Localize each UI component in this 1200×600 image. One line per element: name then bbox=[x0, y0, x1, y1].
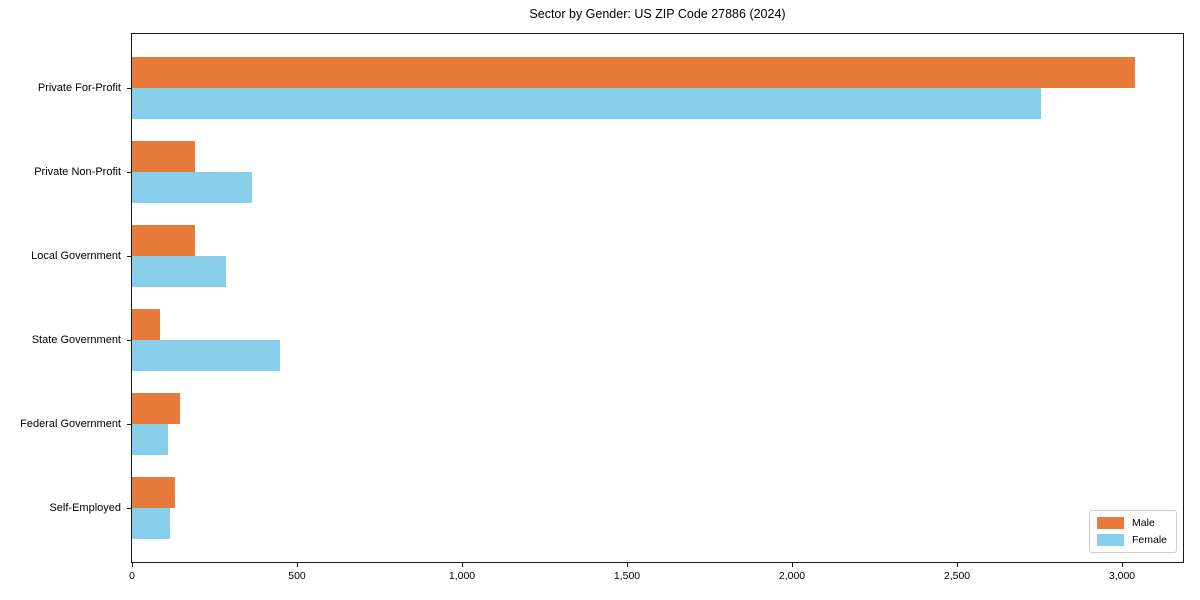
legend-item-male: Male bbox=[1096, 517, 1167, 529]
x-tick-label: 1,500 bbox=[613, 570, 641, 582]
category-label: State Government bbox=[31, 334, 121, 346]
x-tick-mark bbox=[792, 563, 793, 567]
x-tick-mark bbox=[462, 563, 463, 567]
bar-female bbox=[132, 424, 168, 455]
x-tick-mark bbox=[627, 563, 628, 567]
x-tick-label: 0 bbox=[129, 570, 135, 582]
x-tick-label: 2,500 bbox=[943, 570, 971, 582]
bar-male bbox=[132, 477, 175, 508]
y-tick-mark bbox=[127, 508, 131, 509]
y-tick-mark bbox=[127, 424, 131, 425]
x-tick-label: 1,000 bbox=[448, 570, 476, 582]
plot-area: Male Female bbox=[131, 33, 1184, 563]
bar-male bbox=[132, 57, 1135, 88]
y-tick-mark bbox=[127, 340, 131, 341]
bar-female bbox=[132, 508, 170, 539]
category-label: Self-Employed bbox=[49, 502, 121, 514]
bar-male bbox=[132, 225, 195, 256]
bar-female bbox=[132, 172, 252, 203]
y-tick-mark bbox=[127, 172, 131, 173]
x-tick-mark bbox=[957, 563, 958, 567]
y-axis-labels: Private For-Profit Private Non-Profit Loca… bbox=[0, 33, 131, 563]
legend-label-male: Male bbox=[1131, 517, 1155, 529]
bar-male bbox=[132, 393, 180, 424]
legend-item-female: Female bbox=[1096, 534, 1167, 546]
y-tick-mark bbox=[127, 88, 131, 89]
category-label: Private For-Profit bbox=[37, 82, 121, 94]
x-tick-mark bbox=[1122, 563, 1123, 567]
x-tick-label: 2,000 bbox=[778, 570, 806, 582]
x-tick-label: 3,000 bbox=[1108, 570, 1136, 582]
bars-layer bbox=[132, 34, 1183, 562]
bar-male bbox=[132, 309, 160, 340]
chart-title: Sector by Gender: US ZIP Code 27886 (202… bbox=[529, 7, 786, 21]
legend: Male Female bbox=[1088, 510, 1177, 553]
bar-male bbox=[132, 141, 195, 172]
x-tick-mark bbox=[132, 563, 133, 567]
x-tick-mark bbox=[297, 563, 298, 567]
category-label: Private Non-Profit bbox=[34, 166, 121, 178]
category-label: Federal Government bbox=[20, 418, 121, 430]
category-label: Local Government bbox=[31, 250, 121, 262]
y-tick-mark bbox=[127, 256, 131, 257]
female-swatch bbox=[1096, 534, 1124, 546]
bar-female bbox=[132, 340, 280, 371]
bar-female bbox=[132, 256, 226, 287]
legend-label-female: Female bbox=[1131, 534, 1167, 546]
male-swatch bbox=[1096, 517, 1124, 529]
x-tick-label: 500 bbox=[288, 570, 306, 582]
bar-female bbox=[132, 88, 1041, 119]
